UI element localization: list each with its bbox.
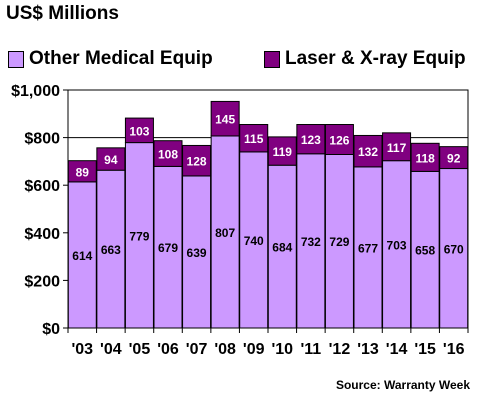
legend-swatch-laser-xray — [264, 50, 280, 68]
data-label-other-medical: 807 — [215, 226, 235, 240]
legend-label-other-medical: Other Medical Equip — [29, 48, 213, 69]
x-tick-label: '05 — [129, 341, 151, 358]
x-tick-label: '16 — [443, 341, 465, 358]
data-label-other-medical: 732 — [301, 235, 321, 249]
data-label-laser-xray: 119 — [273, 145, 293, 159]
x-tick-label: '03 — [71, 341, 93, 358]
bar-other-medical — [267, 164, 297, 329]
bar-laser-xray — [324, 124, 354, 155]
data-label-other-medical: 677 — [358, 241, 378, 255]
legend-item-laser-xray: Laser & X-ray Equip — [264, 44, 466, 74]
y-tick-label: $0 — [42, 321, 60, 338]
data-label-other-medical: 684 — [272, 241, 292, 255]
x-tick-label: '04 — [100, 341, 122, 358]
data-label-other-medical: 614 — [72, 249, 92, 263]
legend-label-laser-xray: Laser & X-ray Equip — [285, 48, 466, 69]
bar-laser-xray — [410, 142, 440, 172]
data-label-laser-xray: 118 — [415, 151, 435, 165]
y-tick-label: $600 — [24, 178, 60, 195]
y-tick-label: $1,000 — [11, 83, 60, 100]
x-tick-label: '12 — [329, 341, 351, 358]
bar-other-medical — [153, 165, 183, 329]
bar-laser-xray — [353, 134, 383, 168]
bar-other-medical — [324, 153, 354, 329]
bar-other-medical — [439, 168, 469, 329]
source-note: Source: Warranty Week — [335, 378, 470, 392]
x-tick-label: '09 — [243, 341, 265, 358]
bar-other-medical — [96, 169, 126, 329]
legend: Other Medical Equip Laser & X-ray Equip — [8, 44, 478, 74]
x-tick-label: '11 — [300, 341, 321, 358]
data-label-laser-xray: 92 — [447, 152, 461, 166]
data-label-laser-xray: 128 — [187, 155, 207, 169]
data-label-laser-xray: 94 — [104, 153, 118, 167]
legend-item-other-medical: Other Medical Equip — [8, 44, 213, 74]
x-tick-label: '14 — [386, 341, 408, 358]
data-label-laser-xray: 145 — [215, 113, 235, 127]
bar-other-medical — [296, 153, 326, 329]
data-label-other-medical: 729 — [329, 235, 349, 249]
x-tick-label: '08 — [214, 341, 236, 358]
data-label-laser-xray: 89 — [76, 165, 90, 179]
x-tick-label: '06 — [157, 341, 179, 358]
data-label-laser-xray: 103 — [129, 124, 149, 138]
chart-title: US$ Millions — [6, 3, 119, 24]
y-tick-label: $800 — [24, 131, 60, 148]
y-tick-label: $400 — [24, 226, 60, 243]
data-label-other-medical: 703 — [387, 238, 407, 252]
data-label-laser-xray: 126 — [329, 134, 349, 148]
legend-swatch-other-medical — [8, 50, 24, 68]
bar-laser-xray — [239, 124, 269, 153]
data-label-other-medical: 639 — [187, 246, 207, 260]
data-label-other-medical: 779 — [129, 229, 149, 243]
data-label-laser-xray: 123 — [301, 133, 321, 147]
x-tick-label: '15 — [414, 341, 436, 358]
data-label-other-medical: 740 — [244, 234, 264, 248]
x-tick-label: '07 — [186, 341, 208, 358]
bar-laser-xray — [267, 136, 297, 166]
bar-laser-xray — [210, 100, 240, 137]
data-label-laser-xray: 115 — [244, 132, 264, 146]
bar-laser-xray — [96, 147, 126, 171]
y-tick-label: $200 — [24, 273, 60, 290]
x-tick-label: '10 — [271, 341, 293, 358]
data-label-other-medical: 658 — [415, 244, 435, 258]
bar-laser-xray — [124, 117, 154, 144]
data-label-laser-xray: 132 — [358, 145, 378, 159]
bar-laser-xray — [382, 132, 412, 162]
data-label-other-medical: 679 — [158, 241, 178, 255]
bar-laser-xray — [296, 124, 326, 155]
plot-frame — [67, 89, 469, 329]
data-label-other-medical: 670 — [444, 242, 464, 256]
data-label-laser-xray: 108 — [158, 148, 178, 162]
bar-laser-xray — [153, 140, 183, 167]
data-label-laser-xray: 117 — [387, 141, 407, 155]
bar-laser-xray — [182, 144, 212, 177]
data-label-other-medical: 663 — [101, 243, 121, 257]
x-tick-label: '13 — [357, 341, 379, 358]
